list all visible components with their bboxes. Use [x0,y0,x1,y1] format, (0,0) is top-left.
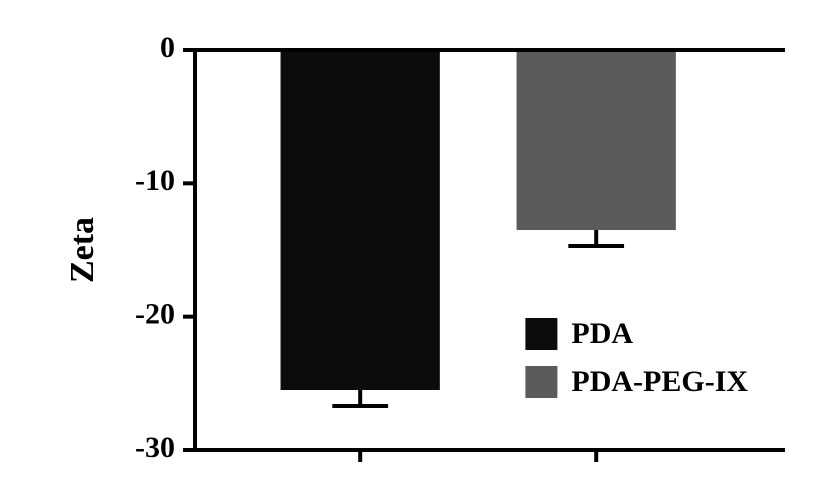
y-axis-label: Zeta [64,217,101,283]
y-tick-label: -20 [135,298,175,331]
pda-peg-ix-bar [517,50,676,230]
y-tick-label: 0 [160,31,175,64]
zeta-bar-chart: 0 -10 -20 -30 Zeta PDA PDA-PEG-IX [40,20,820,480]
y-tick-label: -30 [135,431,175,464]
legend-swatch [525,318,557,350]
chart-svg: 0 -10 -20 -30 Zeta PDA PDA-PEG-IX [40,20,820,480]
legend-swatch [525,366,557,398]
legend-label: PDA-PEG-IX [571,365,748,398]
pda-bar [281,50,440,390]
y-tick-label: -10 [135,164,175,197]
legend-label: PDA [571,317,633,350]
